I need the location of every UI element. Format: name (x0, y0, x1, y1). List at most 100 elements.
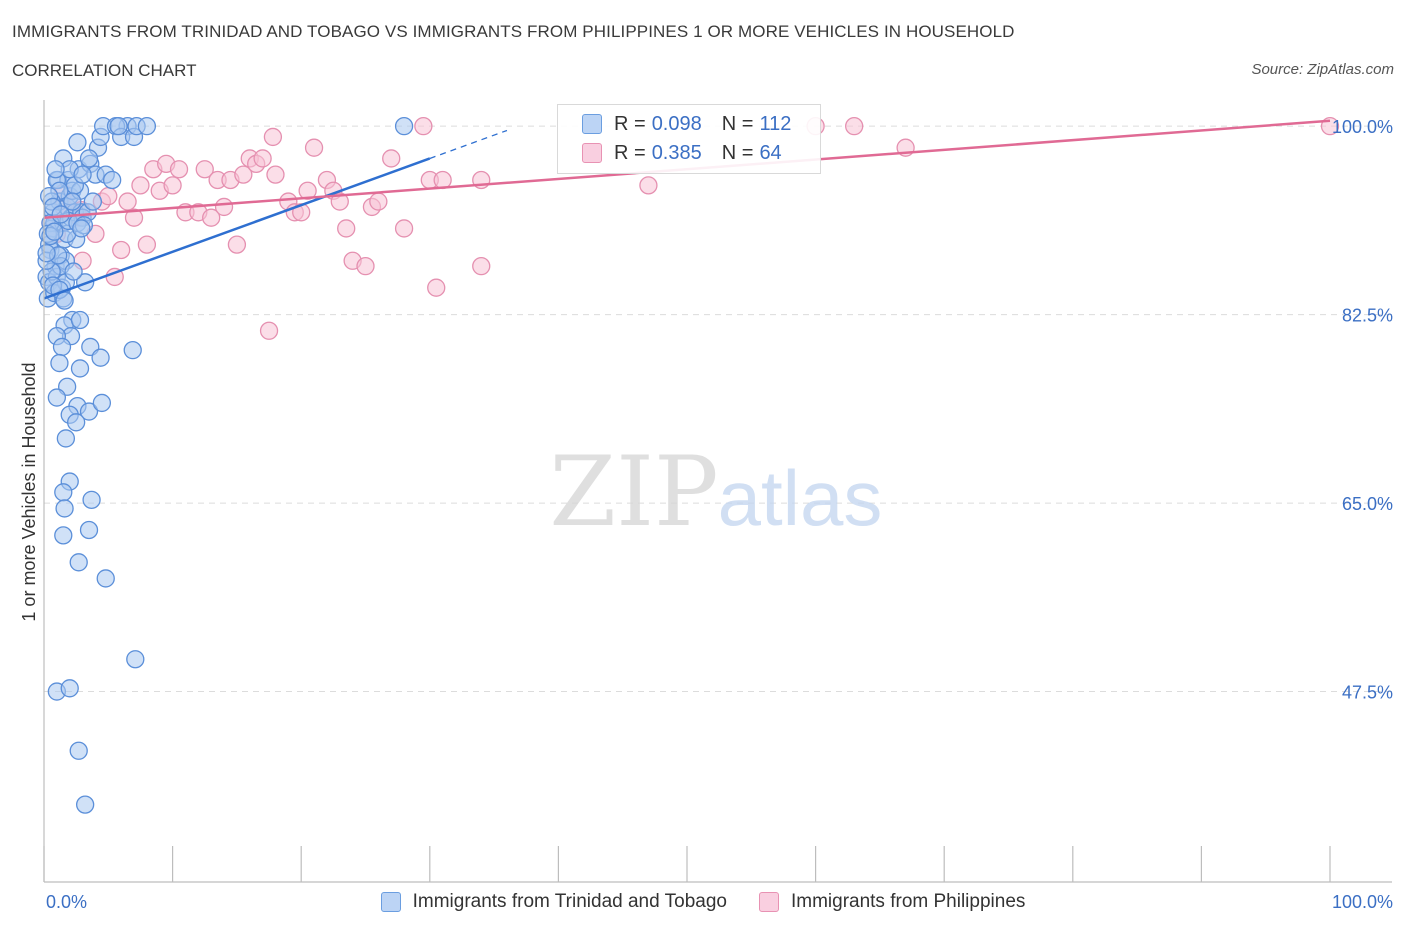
blue-point (63, 192, 82, 211)
pink-point (414, 117, 433, 136)
pink-point (369, 192, 388, 211)
blue-point (79, 402, 99, 421)
y-tick-label: 100.0% (1332, 117, 1393, 137)
x-tick-label: 100.0% (1332, 892, 1393, 912)
blue-point (69, 553, 88, 572)
pink-point (214, 197, 234, 217)
blue-point (91, 348, 110, 367)
pink-point (163, 176, 182, 195)
axes: 47.5% 65.0% 82.5% 100.0% 0.0% 100.0% 1 or more… (19, 100, 1393, 912)
blue-point (56, 429, 76, 448)
blue-point (126, 650, 145, 669)
blue-point (83, 192, 103, 211)
blue-point (54, 526, 73, 545)
pink-point (382, 149, 401, 168)
pink-point (112, 240, 131, 260)
pink-point (124, 208, 144, 227)
chart-title: IMMIGRANTS FROM TRINIDAD AND TOBAGO VS I… (12, 22, 1015, 41)
pink-point (639, 176, 658, 195)
blue-point (51, 205, 70, 224)
legend-item-trinidad[interactable]: Immigrants from Trinidad and Tobago (380, 891, 727, 913)
pink-point (195, 160, 214, 179)
r-value-pink: 0.385 (651, 141, 702, 164)
blue-point (55, 291, 74, 310)
blue-point (37, 244, 56, 263)
y-tick-label: 82.5% (1342, 306, 1393, 326)
pink-point (330, 192, 349, 211)
pink-point (99, 187, 118, 206)
blue-point (123, 341, 142, 360)
series-legend: Immigrants from Trinidad and Tobago Immi… (0, 888, 1406, 916)
blue-points (37, 117, 414, 814)
n-value-pink: 64 (759, 141, 782, 164)
blue-point (394, 117, 414, 136)
blue-point (79, 520, 99, 540)
stats-legend: R = 0.098 N = 112 R = 0.385 N = 64 (557, 104, 821, 174)
blue-point (52, 337, 72, 357)
pink-point (427, 278, 446, 297)
chart-subtitle: CORRELATION CHART (12, 61, 197, 80)
y-tick-label: 47.5% (1342, 683, 1393, 703)
pink-swatch (758, 892, 779, 912)
r-label: R = (614, 141, 646, 164)
blue-point (96, 569, 115, 588)
blue-point (55, 499, 74, 518)
legend-label-trinidad: Immigrants from Trinidad and Tobago (412, 891, 727, 912)
legend-label-philippines: Immigrants from Philippines (790, 891, 1026, 912)
blue-point (76, 795, 95, 814)
watermark: ZIP atlas (549, 436, 882, 548)
blue-point (109, 117, 128, 136)
blue-point (54, 483, 73, 502)
blue-point (67, 413, 86, 432)
pink-swatch (582, 143, 602, 163)
stats-legend-row-pink: R = 0.385 N = 64 (582, 140, 782, 166)
y-tick-label: 65.0% (1342, 494, 1393, 514)
pink-point (304, 138, 324, 157)
r-label: R = (614, 112, 646, 135)
r-value-blue: 0.098 (651, 112, 702, 135)
blue-trend-extension (429, 129, 508, 160)
pink-point (472, 257, 491, 276)
pink-point (394, 219, 414, 238)
blue-point (64, 262, 83, 281)
pink-point (845, 117, 864, 136)
y-axis-label: 1 or more Vehicles in Household (19, 362, 39, 621)
watermark-zip: ZIP (549, 436, 718, 548)
watermark-atlas: atlas (718, 454, 883, 542)
blue-point (103, 170, 122, 190)
pink-point (118, 192, 137, 211)
pink-point (253, 149, 272, 168)
blue-point (47, 388, 67, 407)
pink-point (298, 181, 317, 200)
grid-lines (44, 125, 1392, 693)
legend-item-philippines[interactable]: Immigrants from Philippines (758, 891, 1026, 913)
blue-point (137, 117, 157, 136)
pink-point (356, 257, 375, 276)
blue-point (46, 160, 65, 179)
pink-point (259, 321, 279, 340)
blue-point (69, 741, 88, 760)
pink-point (202, 208, 221, 227)
blue-point (60, 679, 79, 698)
blue-point (70, 310, 90, 330)
blue-swatch (380, 892, 401, 912)
stats-legend-row-blue: R = 0.098 N = 112 (582, 111, 791, 137)
n-value-blue: 112 (759, 112, 792, 135)
blue-point (45, 222, 64, 241)
pink-point (169, 160, 189, 179)
blue-trend-line (43, 157, 431, 300)
blue-point (72, 219, 91, 238)
n-label: N = (721, 141, 754, 164)
blue-point (70, 359, 90, 378)
pink-point (234, 165, 253, 184)
blue-point (79, 149, 99, 168)
pink-point (131, 176, 150, 195)
pink-point (263, 127, 283, 147)
pink-point (137, 235, 157, 254)
pink-point (227, 235, 247, 254)
pink-point (337, 219, 356, 238)
blue-swatch (582, 114, 602, 134)
blue-point (82, 490, 101, 509)
blue-point (92, 393, 112, 413)
